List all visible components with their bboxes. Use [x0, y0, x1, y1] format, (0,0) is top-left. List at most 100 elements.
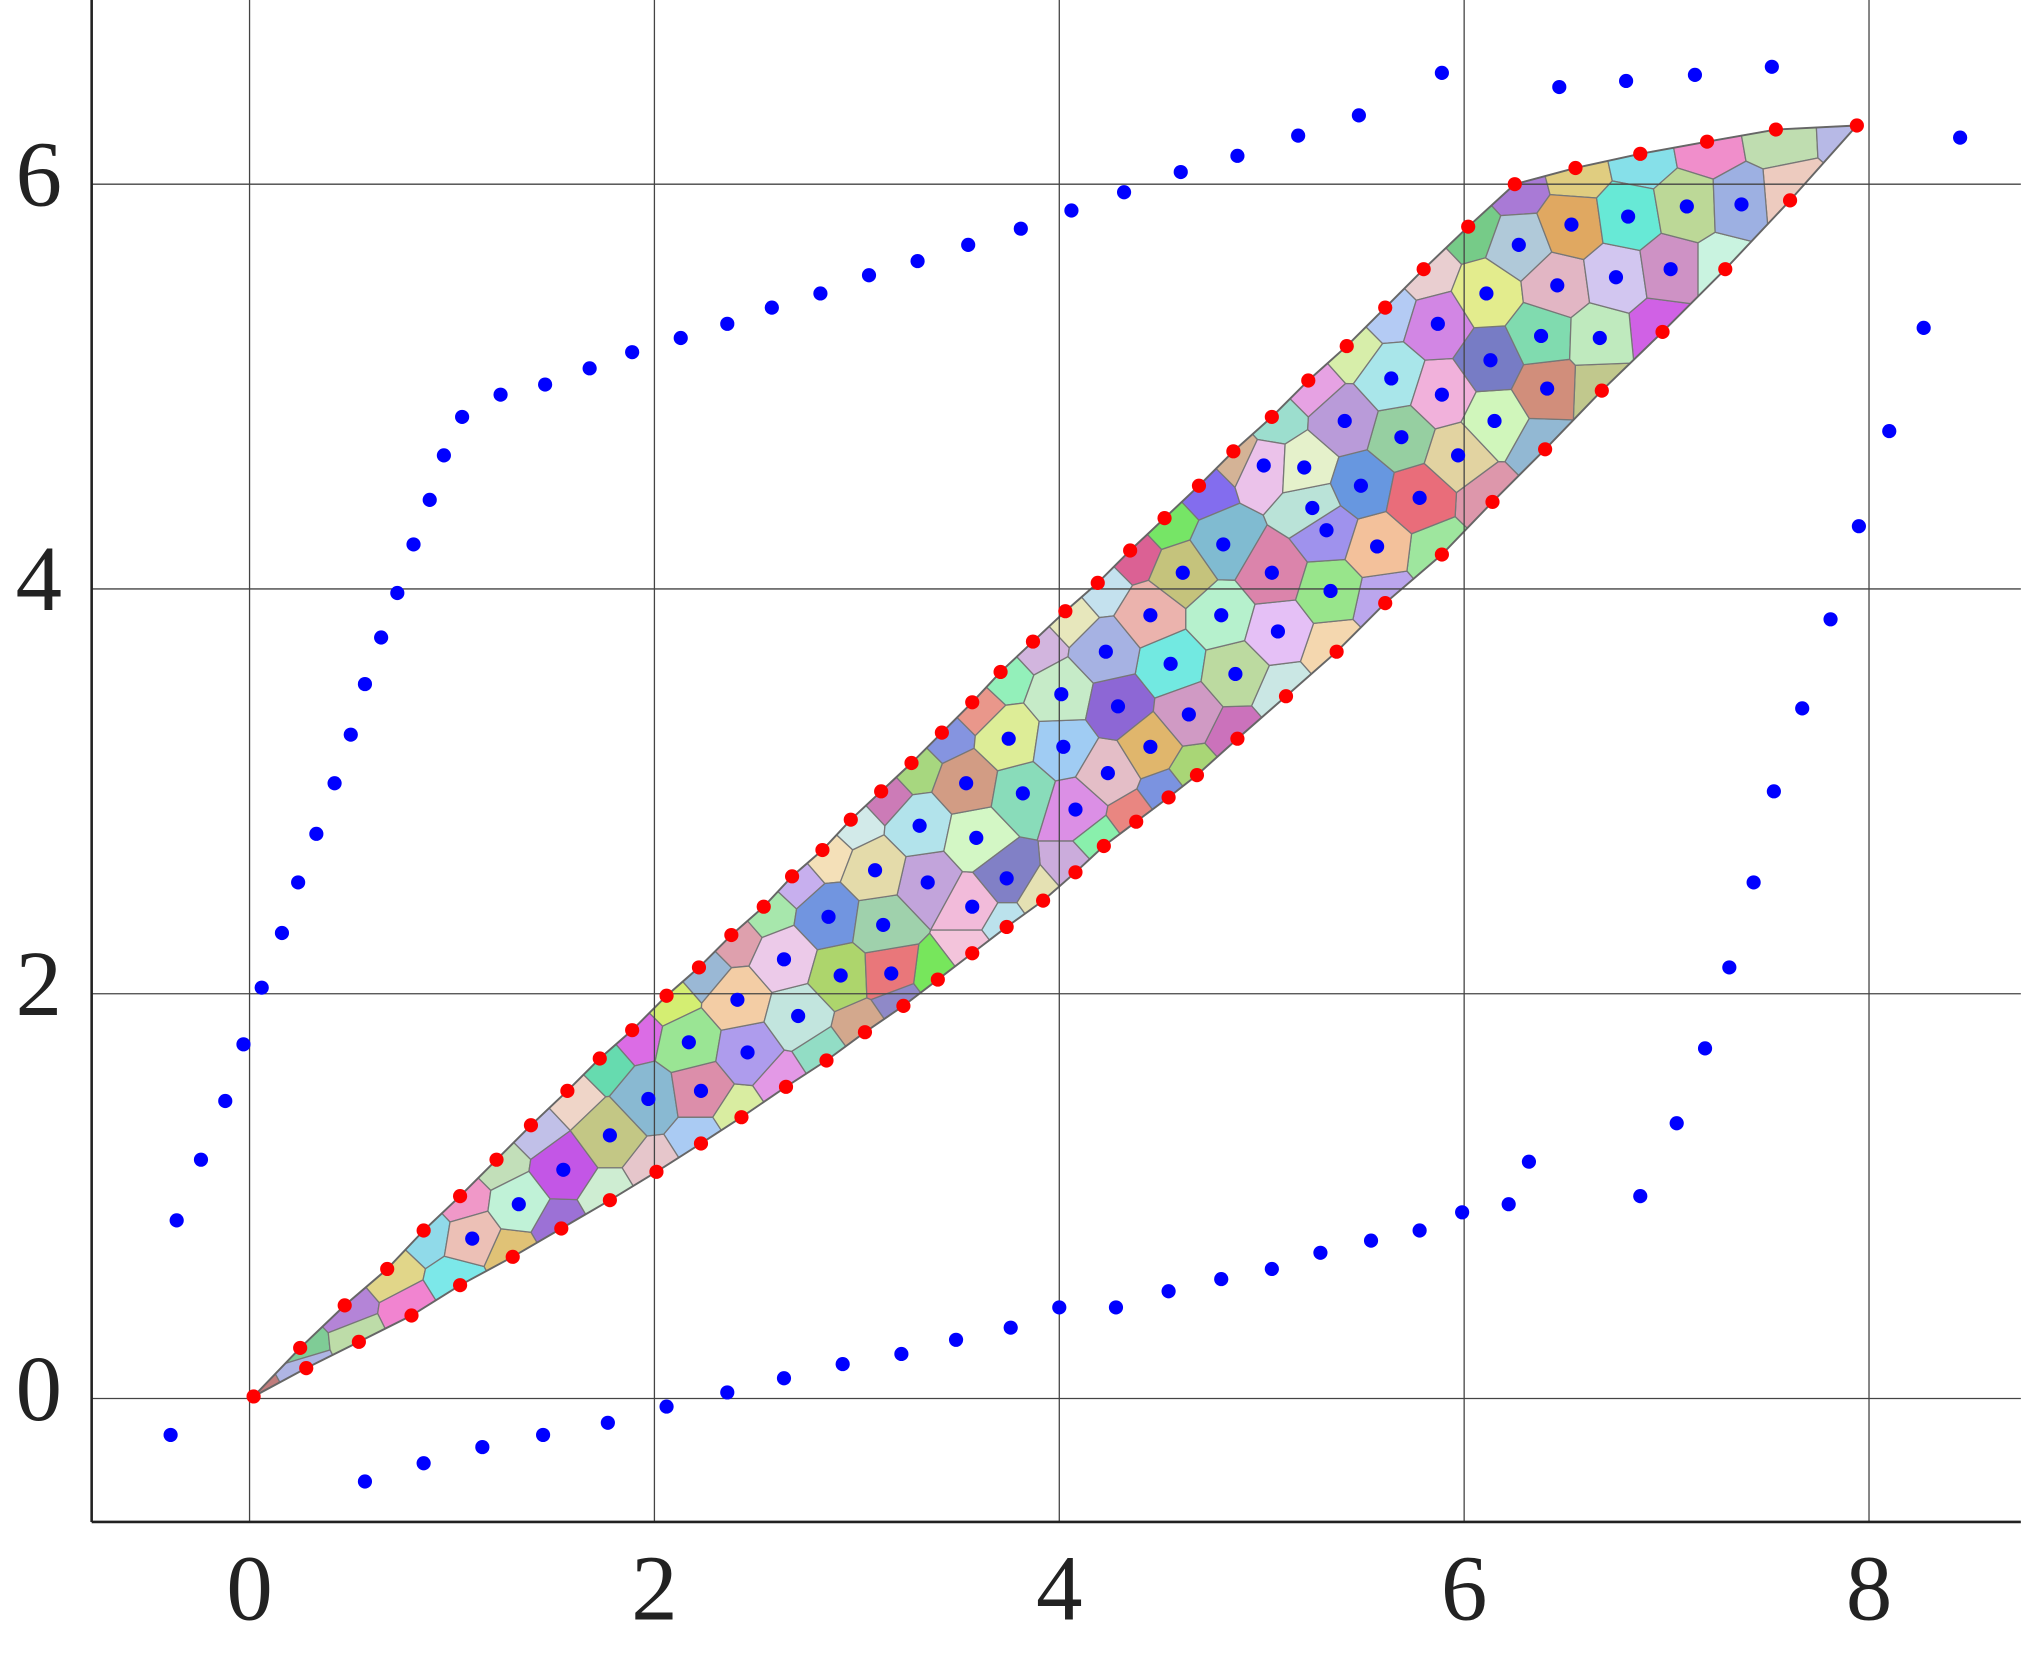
point — [649, 1164, 664, 1179]
point — [309, 826, 324, 841]
point — [884, 966, 899, 981]
point — [659, 988, 674, 1003]
point — [1161, 1284, 1176, 1299]
point — [1663, 262, 1678, 277]
point — [784, 869, 800, 884]
point — [1697, 1041, 1713, 1056]
point — [1157, 511, 1172, 526]
point — [1353, 478, 1368, 493]
point — [343, 727, 358, 742]
point — [904, 755, 919, 771]
point — [1412, 1223, 1427, 1238]
point — [821, 909, 836, 924]
point — [404, 1308, 419, 1323]
point — [246, 1389, 261, 1404]
point — [1351, 108, 1366, 123]
point — [1230, 731, 1245, 746]
x-tick-label: 0 — [226, 1537, 272, 1640]
point — [965, 899, 980, 914]
point — [1110, 699, 1126, 714]
point — [625, 1023, 640, 1038]
point — [1226, 444, 1241, 459]
point — [1594, 383, 1609, 398]
point — [1501, 1197, 1516, 1212]
point — [969, 830, 984, 845]
point — [1592, 330, 1607, 346]
point — [1455, 1205, 1470, 1220]
point — [337, 1298, 352, 1313]
point — [965, 946, 980, 961]
point — [993, 664, 1008, 680]
point — [1013, 221, 1028, 236]
point — [1256, 458, 1271, 473]
point — [299, 1361, 314, 1376]
point — [1552, 79, 1567, 95]
point — [493, 387, 508, 402]
point — [625, 345, 640, 360]
point — [1230, 148, 1245, 163]
point — [776, 952, 792, 967]
point — [819, 1053, 834, 1068]
point — [1003, 1320, 1018, 1335]
point — [833, 968, 848, 983]
point — [1001, 731, 1016, 746]
point — [1305, 500, 1320, 516]
point — [934, 725, 949, 740]
point — [1766, 784, 1781, 799]
point — [1764, 59, 1779, 74]
point — [1228, 666, 1243, 682]
point — [1161, 790, 1176, 805]
point — [1015, 786, 1030, 801]
point — [422, 492, 437, 507]
point — [1143, 739, 1158, 754]
point — [1214, 608, 1229, 623]
point — [582, 361, 597, 376]
point — [1416, 262, 1431, 277]
point — [764, 300, 779, 315]
point — [1633, 146, 1648, 161]
point — [1450, 448, 1466, 463]
point — [835, 1357, 850, 1372]
point — [693, 1136, 709, 1151]
point — [169, 1213, 184, 1228]
voronoi-region — [252, 124, 1860, 1398]
point — [236, 1037, 251, 1052]
point — [1319, 523, 1334, 538]
point — [959, 776, 974, 791]
point — [1378, 596, 1393, 611]
point — [894, 1346, 909, 1362]
grid — [91, 0, 2021, 1522]
point — [1278, 689, 1294, 704]
point — [1175, 565, 1190, 580]
point — [380, 1261, 395, 1277]
point — [1036, 893, 1051, 908]
point — [1655, 324, 1670, 340]
point — [1679, 199, 1694, 214]
point — [1291, 128, 1306, 143]
point — [1533, 328, 1549, 344]
point — [1214, 1272, 1229, 1287]
point — [254, 980, 269, 995]
point — [1339, 338, 1354, 354]
point — [1323, 583, 1338, 599]
point — [1096, 838, 1111, 854]
point — [1718, 262, 1733, 277]
point — [406, 537, 421, 552]
point — [876, 917, 891, 932]
point — [1025, 634, 1041, 649]
point — [1100, 766, 1115, 781]
point — [756, 899, 771, 914]
point — [475, 1439, 490, 1455]
point — [857, 1025, 873, 1040]
x-tick-label: 2 — [631, 1537, 677, 1640]
point — [1487, 413, 1502, 429]
point — [1823, 612, 1838, 627]
x-tick-label: 8 — [1846, 1537, 1892, 1640]
point — [416, 1223, 431, 1238]
point — [452, 1278, 468, 1293]
point — [489, 1152, 504, 1167]
point — [693, 1083, 709, 1098]
point — [861, 268, 877, 283]
point — [659, 1399, 674, 1414]
point — [1768, 122, 1783, 137]
